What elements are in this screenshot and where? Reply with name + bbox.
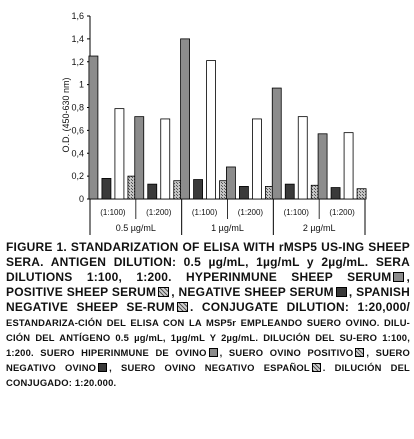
- x-axis-labels: (1:100) (1:200) 0.5 µg/mL (1:100) (1:200) 1 µ…: [89, 199, 366, 235]
- bar: [356, 188, 367, 200]
- x-tick-label: (1:100): [100, 208, 126, 217]
- legend-swatch-negativo-es: [98, 363, 108, 372]
- legend-swatch-positive: [158, 287, 170, 297]
- y-tick-label: 0,8: [71, 103, 84, 113]
- x-tick-label: (1:200): [146, 208, 172, 217]
- y-tick-label: 1,2: [71, 57, 84, 67]
- y-tick-label: 1,4: [71, 34, 84, 44]
- y-axis-label: O.D. (450-630 nm): [61, 77, 71, 152]
- bar: [160, 118, 171, 200]
- bar: [284, 183, 295, 200]
- group-label: 1 µg/mL: [211, 223, 244, 233]
- y-tick-label: 0: [79, 194, 84, 204]
- caption-en-part-1: FIGURE 1. STANDARIZATION OF ELISA WITH r…: [6, 240, 410, 284]
- caption-es-part-3: , SUERO NEGATIVO OVINO: [6, 347, 411, 373]
- x-tick-label: (1:100): [192, 208, 218, 217]
- x-tick-label: (1:200): [329, 208, 355, 217]
- bar: [101, 178, 112, 200]
- y-tick-label: 1,6: [71, 11, 84, 21]
- bar: [180, 38, 190, 200]
- caption-es-part-1: ESTANDARIZA-CIÓN DEL ELISA CON LA MSP5r …: [6, 317, 410, 358]
- bar: [134, 116, 145, 200]
- bar: [252, 118, 262, 200]
- caption-en-part-5: . CONJUGATE DILUTION: 1:20,000/: [189, 300, 410, 314]
- bar: [193, 179, 203, 200]
- caption-es-part-5: . DILUCIÓN DEL CONJUGADO: 1:20.000.: [6, 362, 410, 388]
- legend-swatch-espanol-es: [311, 363, 321, 372]
- caption-es-part-4: , SUERO OVINO NEGATIVO ESPAÑOL: [109, 362, 310, 373]
- legend-swatch-hiperinmune-es: [208, 348, 218, 357]
- legend-swatch-positivo-es: [355, 348, 365, 357]
- bar: [88, 55, 99, 200]
- group-label: 0.5 µg/mL: [116, 223, 156, 233]
- caption-en-part-2: , POSITIVE SHEEP SERUM: [6, 270, 410, 299]
- caption-en-part-4: , SPANISH NEGATIVE SHEEP SE-RUM: [6, 285, 410, 314]
- caption-es-part-2: , SUERO OVINO POSITIVO: [219, 347, 354, 358]
- y-tick-label: 0,2: [71, 171, 84, 181]
- bar: [343, 132, 354, 200]
- bar: [147, 183, 158, 200]
- y-axis-ticks: 0 0,2 0,4 0,6 0,8 1 1,2 1,4 1,6: [71, 11, 90, 204]
- bar: [239, 186, 249, 200]
- bar: [271, 87, 282, 200]
- y-tick-label: 0,6: [71, 125, 84, 135]
- bar: [206, 60, 216, 200]
- figure-caption: FIGURE 1. STANDARIZATION OF ELISA WITH r…: [6, 240, 410, 390]
- elisa-bar-chart: O.D. (450-630 nm) 0 0,2 0,4 0,6 0,8 1 1,2 1,4 1,…: [61, 11, 367, 235]
- legend-swatch-spanish-negative: [176, 302, 188, 312]
- x-tick-label: (1:200): [238, 208, 264, 217]
- caption-english: FIGURE 1. STANDARIZATION OF ELISA WITH r…: [6, 240, 410, 390]
- legend-swatch-negative: [335, 287, 347, 297]
- y-tick-label: 0,4: [71, 148, 84, 158]
- bar: [297, 116, 308, 200]
- bar: [114, 108, 125, 200]
- bar: [330, 187, 341, 200]
- bars: [88, 38, 367, 200]
- bar: [317, 133, 328, 200]
- x-tick-label: (1:100): [284, 208, 310, 217]
- group-label: 2 µg/mL: [303, 223, 336, 233]
- legend-swatch-hyperimmune: [393, 272, 405, 282]
- caption-en-part-3: , NEGATIVE SHEEP SERUM: [171, 285, 334, 299]
- y-tick-label: 1: [79, 80, 84, 90]
- bar: [226, 166, 236, 200]
